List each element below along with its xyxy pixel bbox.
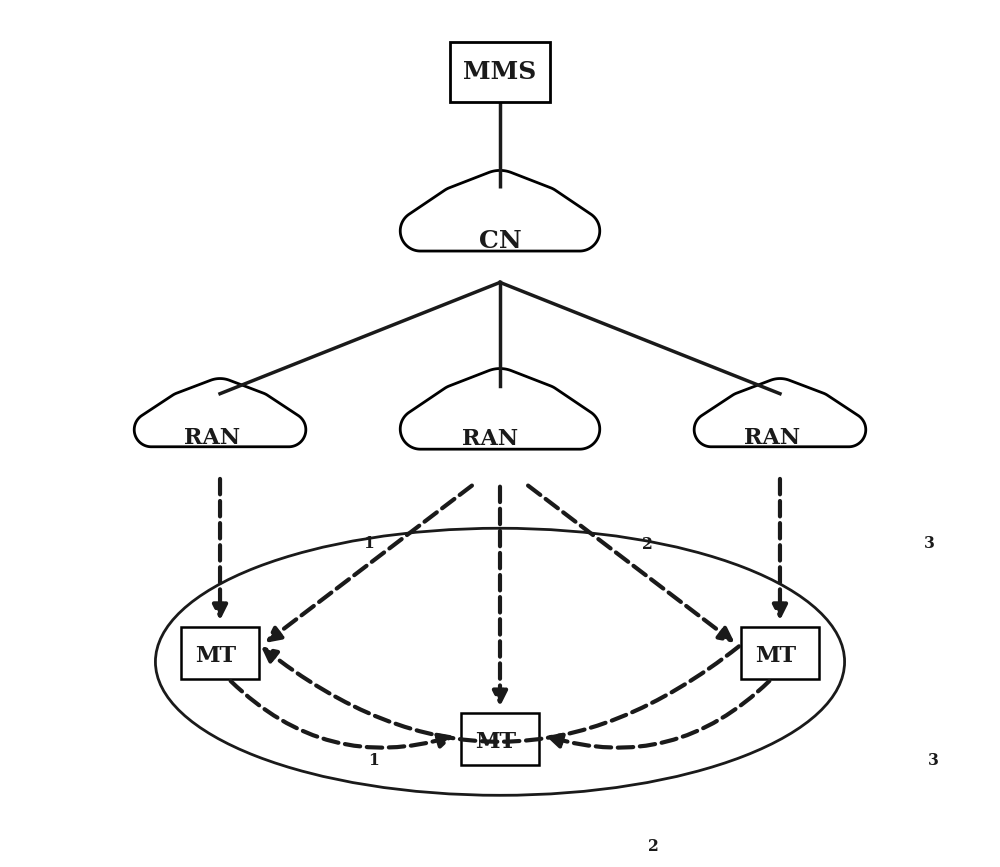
Text: 2: 2: [648, 838, 658, 856]
Polygon shape: [400, 171, 600, 251]
Text: MT: MT: [476, 731, 517, 753]
Text: RAN: RAN: [744, 427, 800, 449]
Bar: [181, 628, 259, 679]
Text: RAN: RAN: [462, 428, 519, 450]
Bar: [461, 714, 539, 766]
Text: 1: 1: [363, 535, 374, 551]
Polygon shape: [134, 379, 306, 447]
Polygon shape: [400, 368, 600, 449]
Text: RAN: RAN: [184, 427, 240, 449]
Polygon shape: [694, 379, 866, 447]
Text: 2: 2: [642, 536, 653, 552]
Ellipse shape: [155, 528, 845, 795]
Text: 3: 3: [928, 753, 939, 769]
Text: MT: MT: [196, 645, 237, 667]
Bar: [741, 628, 819, 679]
Text: MT: MT: [756, 645, 797, 667]
Text: 1: 1: [368, 753, 379, 769]
Text: 3: 3: [923, 535, 934, 551]
Text: MMS: MMS: [463, 60, 537, 84]
Bar: [450, 42, 550, 101]
Text: CN: CN: [479, 229, 521, 253]
